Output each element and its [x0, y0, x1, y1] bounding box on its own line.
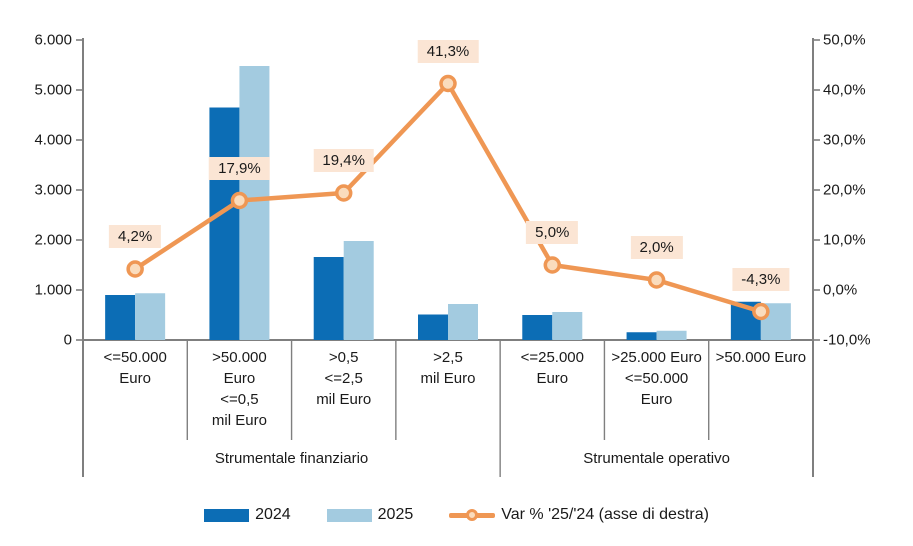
left-axis-tick-label: 4.000: [34, 131, 72, 149]
left-axis-tick-label: 2.000: [34, 231, 72, 249]
right-axis-tick-label: 40,0%: [823, 81, 866, 99]
left-axis-tick-label: 1.000: [34, 281, 72, 299]
line-marker-dot-icon: [466, 509, 479, 521]
data-label-cat2: 17,9%: [209, 156, 270, 180]
legend-label-2024: 2024: [255, 506, 291, 523]
left-axis-tick-label: 5.000: [34, 81, 72, 99]
data-label-cat5: 5,0%: [526, 221, 579, 244]
category-label-4: >2,5 mil Euro: [420, 349, 476, 387]
bar-2024-cat3: [313, 257, 344, 340]
line-marker-icon: [449, 509, 496, 521]
data-label-cat1: 4,2%: [109, 225, 162, 248]
right-axis-tick-label: 30,0%: [823, 131, 866, 149]
bar-2024-cat6: [626, 332, 657, 340]
group-label-2: Strumentale operativo: [583, 450, 730, 467]
bar-2024-cat4: [418, 314, 448, 340]
right-axis-tick-label: 10,0%: [823, 231, 866, 249]
category-label-5: <=25.000 Euro: [520, 349, 584, 387]
bar-2025-cat3: [343, 241, 374, 340]
left-axis-tick-label: 3.000: [34, 181, 72, 199]
category-label-1: <=50.000 Euro: [103, 349, 167, 387]
line-marker-cat7: [752, 302, 770, 321]
legend-label-2025: 2025: [377, 506, 414, 523]
right-axis-tick-label: -10,0%: [823, 331, 871, 349]
legend-label-line: Var % '25/'24 (asse di destra): [501, 506, 709, 523]
legend-item-2024: 2024: [204, 506, 291, 524]
data-label-cat3: 19,4%: [313, 149, 374, 172]
legend-swatch-2025: [326, 508, 372, 522]
legend-item-2025: 2025: [326, 506, 414, 524]
category-label-7: >50.000 Euro: [715, 349, 807, 366]
group-label-1: Strumentale finanziario: [214, 450, 369, 467]
bar-2024-cat1: [105, 295, 136, 340]
data-label-cat7: -4,3%: [732, 267, 790, 291]
bar-2025-cat6: [656, 330, 687, 340]
bar-2025-cat5: [552, 312, 583, 340]
legend-swatch-2024: [204, 508, 250, 522]
category-label-6: >25.000 Euro <=50.000 Euro: [611, 349, 702, 408]
right-axis-tick-label: 0,0%: [823, 281, 858, 299]
legend: 2024 2025 Var % '25/'24 (asse di destra): [0, 506, 913, 524]
data-label-cat4: 41,3%: [417, 39, 479, 63]
bar-2024-cat2: [209, 107, 240, 340]
bar-2024-cat5: [522, 315, 553, 340]
bar-2025-cat4: [448, 304, 478, 340]
line-marker-cat1: [126, 260, 144, 278]
left-axis-tick-label: 6.000: [34, 31, 72, 49]
category-label-2: >50.000 Euro <=0,5 mil Euro: [211, 349, 267, 429]
left-axis-tick-label: 0: [63, 331, 72, 349]
right-axis-tick-label: 20,0%: [823, 181, 866, 199]
line-marker-cat6: [647, 271, 666, 289]
category-label-3: >0,5 <=2,5 mil Euro: [316, 349, 372, 408]
legend-item-line: Var % '25/'24 (asse di destra): [449, 506, 709, 524]
line-marker-cat3: [334, 184, 353, 202]
data-label-cat6: 2,0%: [630, 236, 683, 259]
line-marker-cat2: [230, 191, 249, 210]
line-marker-cat5: [543, 256, 562, 274]
bar-2025-cat1: [135, 293, 166, 340]
right-axis-tick-label: 50,0%: [823, 31, 866, 49]
line-marker-cat4: [439, 74, 457, 93]
